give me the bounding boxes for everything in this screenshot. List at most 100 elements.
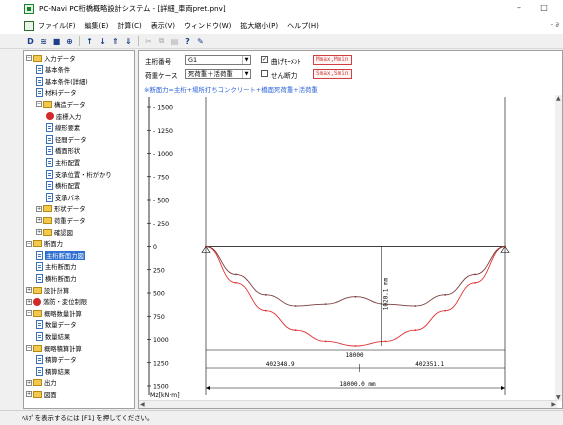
shear-label: せん断力 [271, 72, 298, 80]
scroll-down-icon[interactable]: ▼ [556, 394, 561, 401]
open-file-icon[interactable]: ≋ [40, 36, 47, 46]
paste-icon[interactable]: ▤ [170, 36, 179, 46]
tree-item[interactable]: 数量結果 [36, 331, 70, 341]
tree-item[interactable]: 積算結果 [36, 366, 70, 376]
collapse-icon[interactable]: − [26, 310, 32, 317]
y-tick-label: 750 [153, 314, 165, 321]
girder-label: 主桁番号 [145, 58, 172, 66]
menu-zoom[interactable]: 拡大縮小(P) [240, 22, 279, 30]
tree-item[interactable]: 数量データ [36, 320, 76, 330]
save-icon[interactable]: ■ [52, 36, 61, 46]
tree-item[interactable]: 材料データ [36, 88, 76, 98]
document-icon [46, 169, 53, 179]
tree-item[interactable]: − 断面力 [26, 239, 63, 249]
tree-item[interactable]: 主桁配置 [46, 157, 80, 167]
series-point [354, 295, 357, 298]
y-tick-label: 0 [153, 244, 157, 251]
document-icon [36, 366, 43, 376]
move-bottom-icon[interactable]: ⇓ [125, 36, 132, 46]
tree-item[interactable]: 横桁配置 [46, 181, 80, 191]
horizontal-scrollbar[interactable]: ◀ ▶ [139, 400, 557, 408]
tree-item[interactable]: 支承バネ [46, 192, 80, 202]
print-icon[interactable]: ⊕ [66, 36, 73, 46]
moment-checkbox[interactable]: ✓ [261, 56, 268, 63]
arrow-up-icon[interactable]: ↑ [86, 36, 93, 46]
tree-item[interactable]: + 荷重データ [36, 215, 85, 225]
document-icon [36, 331, 43, 341]
loadcase-select[interactable]: 死荷重＋活荷重 ▼ [185, 69, 251, 79]
collapse-icon[interactable]: − [36, 101, 42, 108]
series-point [235, 273, 237, 276]
tree-item[interactable]: 線形要素 [46, 123, 80, 133]
menu-calc[interactable]: 計算(C) [117, 22, 142, 30]
copy-icon[interactable]: ⧉ [158, 36, 165, 45]
tree-item[interactable]: 積算データ [36, 355, 76, 365]
vertical-scrollbar[interactable]: ▲ ▼ [555, 95, 562, 401]
expand-icon[interactable]: + [36, 217, 42, 224]
tree-item[interactable]: 基本条件(詳細) [36, 76, 88, 86]
expand-icon[interactable]: + [36, 205, 42, 212]
menu-edit[interactable]: 編集(E) [84, 22, 109, 30]
mmax-button[interactable]: Mmax,Mmin [313, 55, 352, 65]
tree-item[interactable]: 橋面形状 [46, 146, 80, 156]
minimize-button[interactable]: – [517, 3, 521, 12]
new-file-icon[interactable]: D [27, 36, 34, 46]
max-moment-label: 1020.1 mm [383, 277, 390, 310]
tree-item-label: 径間データ [55, 136, 87, 144]
tree-item[interactable]: − 概略積算計算 [26, 343, 82, 353]
tree-item[interactable]: + 落防・変位制限 [26, 297, 87, 307]
menu-help[interactable]: ヘルプ(H) [287, 22, 319, 30]
tree-item[interactable]: 支承位置・桁がかり [46, 169, 112, 179]
arrow-down-icon[interactable]: ↓ [99, 36, 106, 46]
mdi-controls[interactable]: - ∂ [550, 21, 559, 29]
left-distance-label: 402348.9 [266, 361, 295, 368]
expand-icon[interactable]: + [26, 298, 32, 305]
tree-item[interactable]: 主桁断面力 [36, 262, 76, 272]
tree-item[interactable]: + 出力 [26, 378, 57, 388]
tree-item[interactable]: − 入力データ [26, 53, 75, 63]
folder-icon [43, 216, 52, 224]
moment-diagram: - 1500 - 1250 - 1000 - 750 - 500 - 250 0 250 500… [147, 97, 510, 399]
cut-icon[interactable]: ✂ [145, 36, 152, 46]
shear-checkbox[interactable] [261, 70, 268, 77]
expand-icon[interactable]: + [26, 379, 32, 386]
tree-item[interactable]: − 概略数量計算 [26, 308, 82, 318]
document-icon [36, 320, 43, 330]
tree-item[interactable]: + 設計計算 [26, 285, 69, 295]
tree-item[interactable]: 横桁断面力 [36, 273, 76, 283]
tree-item[interactable]: + 形状データ [36, 204, 85, 214]
collapse-icon[interactable]: − [26, 55, 32, 61]
maximize-button[interactable]: □ [540, 3, 548, 12]
toolbar-separator [138, 36, 139, 46]
tree-item[interactable]: 座標入力 [46, 111, 81, 121]
tree-item-label: 概略数量計算 [44, 310, 82, 318]
tree-item[interactable]: + 図面 [26, 389, 57, 399]
collapse-icon[interactable]: − [26, 345, 32, 351]
move-top-icon[interactable]: ⇑ [112, 36, 119, 46]
expand-icon[interactable]: + [36, 229, 42, 235]
tree-item-label: 構造データ [54, 101, 86, 109]
collapse-icon[interactable]: − [26, 240, 32, 247]
tree-item[interactable]: 径間データ [46, 134, 86, 144]
scroll-left-icon[interactable]: ◀ [140, 401, 145, 408]
scroll-right-icon[interactable]: ▶ [551, 401, 556, 408]
tree-item[interactable]: + 確認図 [36, 227, 73, 237]
menu-window[interactable]: ウィンドウ(W) [184, 22, 232, 30]
menu-view[interactable]: 表示(V) [150, 22, 176, 30]
navigation-tree[interactable]: − 入力データ 基本条件 基本条件(詳細) 材料データ − 構造データ座標入力線形要素径間デ… [23, 50, 135, 409]
series-point [264, 309, 267, 312]
expand-icon[interactable]: + [26, 391, 32, 398]
smax-button[interactable]: Smax,Smin [313, 69, 352, 79]
help-icon[interactable]: ? [185, 36, 190, 46]
y-tick-label: 1000 [153, 337, 169, 344]
tree-item[interactable]: 基本条件 [36, 65, 70, 75]
scroll-up-icon[interactable]: ▲ [556, 95, 561, 102]
tree-item[interactable]: − 構造データ [36, 99, 85, 109]
tree-item[interactable]: 主桁断面力図 [36, 250, 85, 260]
support-icon [201, 245, 211, 253]
folder-icon [33, 379, 42, 387]
menu-file[interactable]: ファイル(F) [38, 22, 76, 30]
expand-icon[interactable]: + [26, 287, 32, 293]
context-help-icon[interactable]: ✎ [197, 36, 204, 46]
girder-select[interactable]: G1 ▼ [185, 55, 251, 65]
